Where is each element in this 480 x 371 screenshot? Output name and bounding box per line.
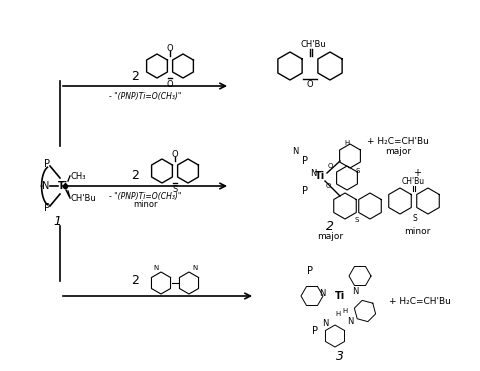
Text: 2: 2 bbox=[131, 168, 139, 181]
Text: P: P bbox=[44, 159, 50, 169]
Text: 2: 2 bbox=[326, 220, 334, 233]
Text: S: S bbox=[413, 213, 418, 223]
Text: major: major bbox=[317, 232, 343, 240]
Text: N: N bbox=[347, 316, 353, 325]
Text: N: N bbox=[192, 266, 197, 272]
Text: - "(PNP)Ti=O(CH₃)": - "(PNP)Ti=O(CH₃)" bbox=[109, 92, 181, 101]
Text: CH'Bu: CH'Bu bbox=[300, 39, 326, 49]
Text: - "(PNP)Ti=O(CH₃)": - "(PNP)Ti=O(CH₃)" bbox=[109, 191, 181, 200]
Text: N: N bbox=[153, 266, 158, 272]
Text: O: O bbox=[167, 43, 173, 53]
Text: CH'Bu: CH'Bu bbox=[401, 177, 425, 186]
Text: Ti: Ti bbox=[335, 291, 345, 301]
Text: 3: 3 bbox=[336, 349, 344, 362]
Text: O: O bbox=[325, 183, 331, 189]
Text: H: H bbox=[344, 140, 349, 146]
Text: P: P bbox=[302, 186, 308, 196]
Text: S: S bbox=[172, 184, 178, 194]
Text: P: P bbox=[312, 326, 318, 336]
Text: N: N bbox=[322, 319, 328, 328]
Text: N: N bbox=[319, 289, 325, 299]
Text: N: N bbox=[310, 168, 316, 177]
Text: O: O bbox=[167, 79, 173, 89]
Text: H: H bbox=[342, 308, 348, 314]
Text: H: H bbox=[336, 311, 341, 317]
Text: P: P bbox=[44, 203, 50, 213]
Text: +: + bbox=[413, 168, 421, 178]
Text: 1: 1 bbox=[53, 214, 61, 227]
Text: P: P bbox=[307, 266, 313, 276]
Text: N: N bbox=[42, 181, 50, 191]
Text: + H₂C=CH'Bu: + H₂C=CH'Bu bbox=[367, 137, 429, 145]
Text: O: O bbox=[307, 79, 313, 89]
Text: 2: 2 bbox=[131, 275, 139, 288]
Text: minor: minor bbox=[404, 227, 430, 236]
Text: Ti: Ti bbox=[315, 171, 325, 181]
Text: N: N bbox=[292, 147, 298, 155]
Text: S: S bbox=[355, 217, 359, 223]
Text: O: O bbox=[327, 163, 333, 169]
Text: + H₂C=CH'Bu: + H₂C=CH'Bu bbox=[389, 296, 451, 305]
Text: minor: minor bbox=[133, 200, 157, 209]
Text: 2: 2 bbox=[131, 69, 139, 82]
Text: S: S bbox=[356, 168, 360, 174]
Text: major: major bbox=[385, 147, 411, 155]
Text: CH'Bu: CH'Bu bbox=[70, 194, 96, 203]
Text: O: O bbox=[172, 150, 178, 158]
Text: N: N bbox=[352, 286, 358, 295]
Text: Ti: Ti bbox=[58, 181, 68, 191]
Text: P: P bbox=[302, 156, 308, 166]
Text: CH₃: CH₃ bbox=[70, 171, 85, 181]
